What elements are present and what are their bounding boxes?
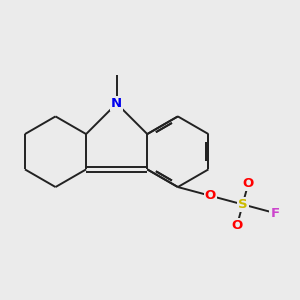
Text: F: F bbox=[271, 207, 280, 220]
Text: N: N bbox=[111, 97, 122, 110]
Text: O: O bbox=[231, 219, 243, 232]
Text: O: O bbox=[205, 189, 216, 202]
Text: O: O bbox=[243, 177, 254, 190]
Text: S: S bbox=[238, 198, 247, 211]
